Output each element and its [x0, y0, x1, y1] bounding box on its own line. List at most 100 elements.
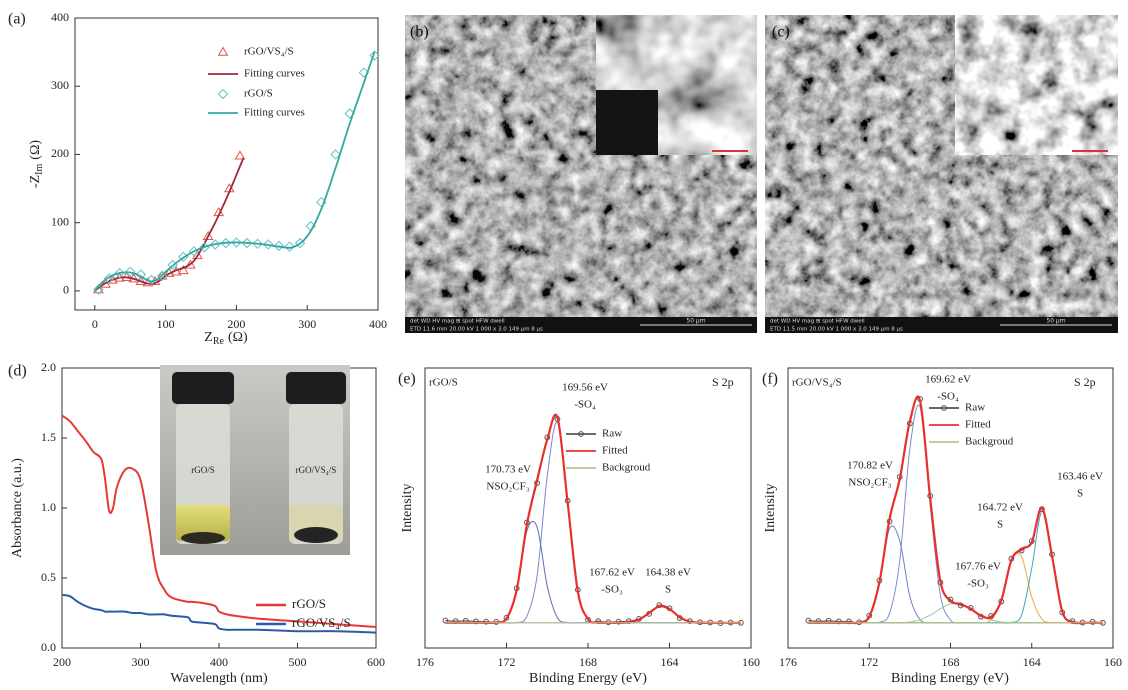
vial-cap — [172, 372, 234, 404]
axis-label: Wavelength (nm) — [170, 671, 268, 686]
x-tick-label: 200 — [227, 317, 245, 331]
region-label: S 2p — [712, 375, 734, 389]
x-tick-label: 168 — [942, 655, 960, 669]
vial-residue — [181, 532, 225, 544]
annotation: 169.62 eV — [925, 374, 971, 386]
annotation: 167.62 eV — [589, 567, 635, 579]
axis-label: ZRe(Ω) — [204, 330, 248, 347]
component-line — [445, 422, 740, 623]
x-tick-label: 100 — [157, 317, 175, 331]
legend-label: Raw — [602, 428, 622, 440]
x-tick-label: 172 — [860, 655, 878, 669]
annotation-sub: S — [665, 584, 671, 596]
y-tick-label: 1.5 — [41, 430, 56, 444]
plot-frame — [788, 368, 1113, 648]
component-line — [808, 526, 1103, 623]
sem-image: det WD HV mag ⊞ spot HFW dwell ETD 11.5 … — [765, 15, 1118, 333]
x-tick-label: 400 — [210, 655, 228, 669]
y-tick-label: 0 — [63, 283, 69, 297]
annotation: 164.38 eV — [645, 567, 691, 579]
x-tick-label: 160 — [742, 655, 760, 669]
annotation-sub: NSO₂CF₃ — [848, 477, 891, 489]
axis-label: Intensity — [763, 484, 778, 533]
sem-info: det WD HV mag ⊞ spot HFW dwell — [770, 319, 865, 325]
sem-image: det WD HV mag ⊞ spot HFW dwell ETD 11.6 … — [405, 15, 757, 333]
x-tick-label: 172 — [498, 655, 516, 669]
annotation: 167.76 eV — [955, 561, 1001, 573]
x-tick-label: 164 — [661, 655, 679, 669]
axis-label-part: (Ω) — [228, 330, 248, 345]
y-tick-label: 0.0 — [41, 640, 56, 654]
region-label: S 2p — [1074, 375, 1096, 389]
sample-label: rGO/S — [429, 377, 458, 389]
x-tick-label: 300 — [132, 655, 150, 669]
y-tick-label: 200 — [51, 146, 69, 160]
y-tick-label: 100 — [51, 214, 69, 228]
x-tick-label: 400 — [369, 317, 387, 331]
annotation: 170.73 eV — [485, 464, 531, 476]
x-tick-label: 200 — [53, 655, 71, 669]
annotation-sub: S — [1077, 488, 1083, 500]
annotation: 163.46 eV — [1057, 471, 1103, 483]
legend-label: rGO/VS₄/S — [244, 46, 294, 58]
x-tick-label: 176 — [416, 655, 434, 669]
x-tick-label: 160 — [1104, 655, 1122, 669]
series-line — [445, 415, 740, 623]
axis-label-part: Im — [34, 163, 45, 174]
annotation-sub: -SO₃ — [967, 578, 989, 590]
x-tick-label: 300 — [298, 317, 316, 331]
annotation-sub: -SO₄ — [574, 399, 596, 411]
y-tick-label: 0.5 — [41, 570, 56, 584]
axis-label: Binding Energy (eV) — [891, 671, 1009, 686]
inset-label: rGO/S — [191, 465, 215, 475]
y-tick-label: 2.0 — [41, 360, 56, 374]
legend-label: Backgroud — [965, 436, 1014, 448]
axis-label: Binding Energy (eV) — [529, 671, 647, 686]
scale-label: 50 μm — [1046, 318, 1065, 325]
axis-label: -ZIm (Ω) — [28, 140, 45, 188]
axis-label: Intensity — [400, 484, 415, 533]
sem-inset-texture — [955, 15, 1118, 155]
axis-label-part: (Ω) — [28, 140, 43, 160]
x-tick-label: 600 — [367, 655, 385, 669]
x-tick-label: 164 — [1023, 655, 1041, 669]
y-tick-label: 1.0 — [41, 500, 56, 514]
scale-label: 50 μm — [686, 318, 705, 325]
axis-label-part: Z — [204, 330, 213, 345]
legend-marker — [219, 48, 228, 56]
annotation-sub: S — [997, 519, 1003, 531]
plot-frame — [75, 18, 378, 310]
inset-label: rGO/VS₄/S — [296, 465, 337, 475]
sample-label: rGO/VS₄/S — [792, 377, 842, 389]
sem-inset-shadow — [596, 90, 658, 155]
x-tick-label: 500 — [289, 655, 307, 669]
legend-label: Fitting curves — [244, 107, 305, 119]
panel-label: (b) — [410, 24, 429, 41]
panel-label: (a) — [8, 11, 26, 28]
component-line — [445, 606, 740, 623]
legend-label: Backgroud — [602, 462, 651, 474]
legend-label: rGO/S — [244, 88, 273, 100]
axis-label-part: Re — [213, 336, 225, 347]
figure: det WD HV mag ⊞ spot HFW dwell ETD 11.6 … — [0, 0, 1128, 690]
legend-label: Fitting curves — [244, 68, 305, 80]
panel-label: (f) — [762, 371, 778, 388]
y-tick-label: 400 — [51, 10, 69, 24]
legend-label: rGO/S — [292, 596, 326, 611]
annotation-sub: -SO₄ — [937, 391, 959, 403]
annotation: 164.72 eV — [977, 502, 1023, 514]
legend-label: Raw — [965, 402, 985, 414]
component-line — [808, 603, 1103, 623]
vial-cap — [286, 372, 346, 404]
photo-inset: rGO/S rGO/VS₄/S — [160, 365, 350, 555]
sem-info: ETD 11.6 mm 20.00 kV 1 000 x 3.0 149 μm … — [410, 327, 543, 333]
annotation: 169.56 eV — [562, 382, 608, 394]
panel-label: (e) — [398, 371, 416, 388]
legend-label: Fitted — [965, 419, 991, 431]
axis-label-part: -Z — [28, 175, 43, 188]
series-line — [445, 416, 740, 623]
axis-label: Absorbance (a.u.) — [10, 458, 25, 558]
